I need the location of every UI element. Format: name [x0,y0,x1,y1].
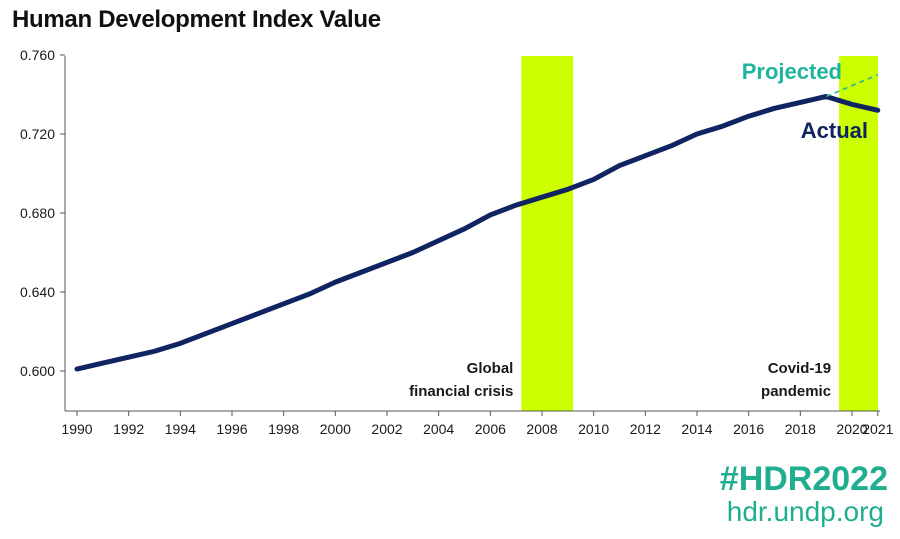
x-tick-label: 2020 [836,421,867,437]
period-label-line1: Global [467,360,514,377]
x-tick-label: 2004 [423,421,454,437]
y-tick-label: 0.680 [20,205,55,221]
website-link[interactable]: hdr.undp.org [726,496,884,527]
x-tick-label: 2016 [733,421,764,437]
x-tick-label: 1996 [216,421,247,437]
series-lines [74,74,881,372]
x-tick-label: 2010 [578,421,609,437]
x-tick-label: 1994 [165,421,196,437]
projected-series-line [825,74,879,98]
x-tick-label: 2008 [526,421,557,437]
y-tick-label: 0.600 [20,363,55,379]
y-tick-label: 0.640 [20,284,55,300]
y-tick-labels: 0.600 0.640 0.680 0.720 0.760 [20,47,65,379]
shaded-period-1 [521,56,573,411]
hashtag-text: #HDR2022 [719,460,888,498]
x-tick-label: 2006 [475,421,506,437]
actual-label: Actual [801,118,868,143]
period-annotations: Global financial crisis Covid-19 pandemic [409,360,831,400]
shaded-periods [521,56,878,411]
x-tick-label: 2000 [320,421,351,437]
x-tick-label: 1990 [61,421,92,437]
chart-title: Human Development Index Value [12,6,381,33]
actual-series-line [74,93,881,372]
x-tick-label: 2002 [371,421,402,437]
y-tick-label: 0.760 [20,47,55,63]
period-label-line1: Covid-19 [768,360,831,377]
projected-label: Projected [742,59,842,84]
x-tick-label: 1992 [113,421,144,437]
period-label-line2: financial crisis [409,383,513,400]
x-tick-label: 1998 [268,421,299,437]
shaded-period-2 [839,56,878,411]
axes [64,56,880,412]
x-tick-labels: 1990 1992 1994 1996 1998 2000 2002 2004 2006 2008… [61,411,894,437]
y-tick-label: 0.720 [20,126,55,142]
x-tick-label: 2018 [785,421,816,437]
x-tick-label: 2021 [862,421,893,437]
x-tick-label: 2014 [681,421,712,437]
x-tick-label: 2012 [630,421,661,437]
series-labels: Projected Actual [742,59,868,143]
period-label-line2: pandemic [761,383,831,400]
